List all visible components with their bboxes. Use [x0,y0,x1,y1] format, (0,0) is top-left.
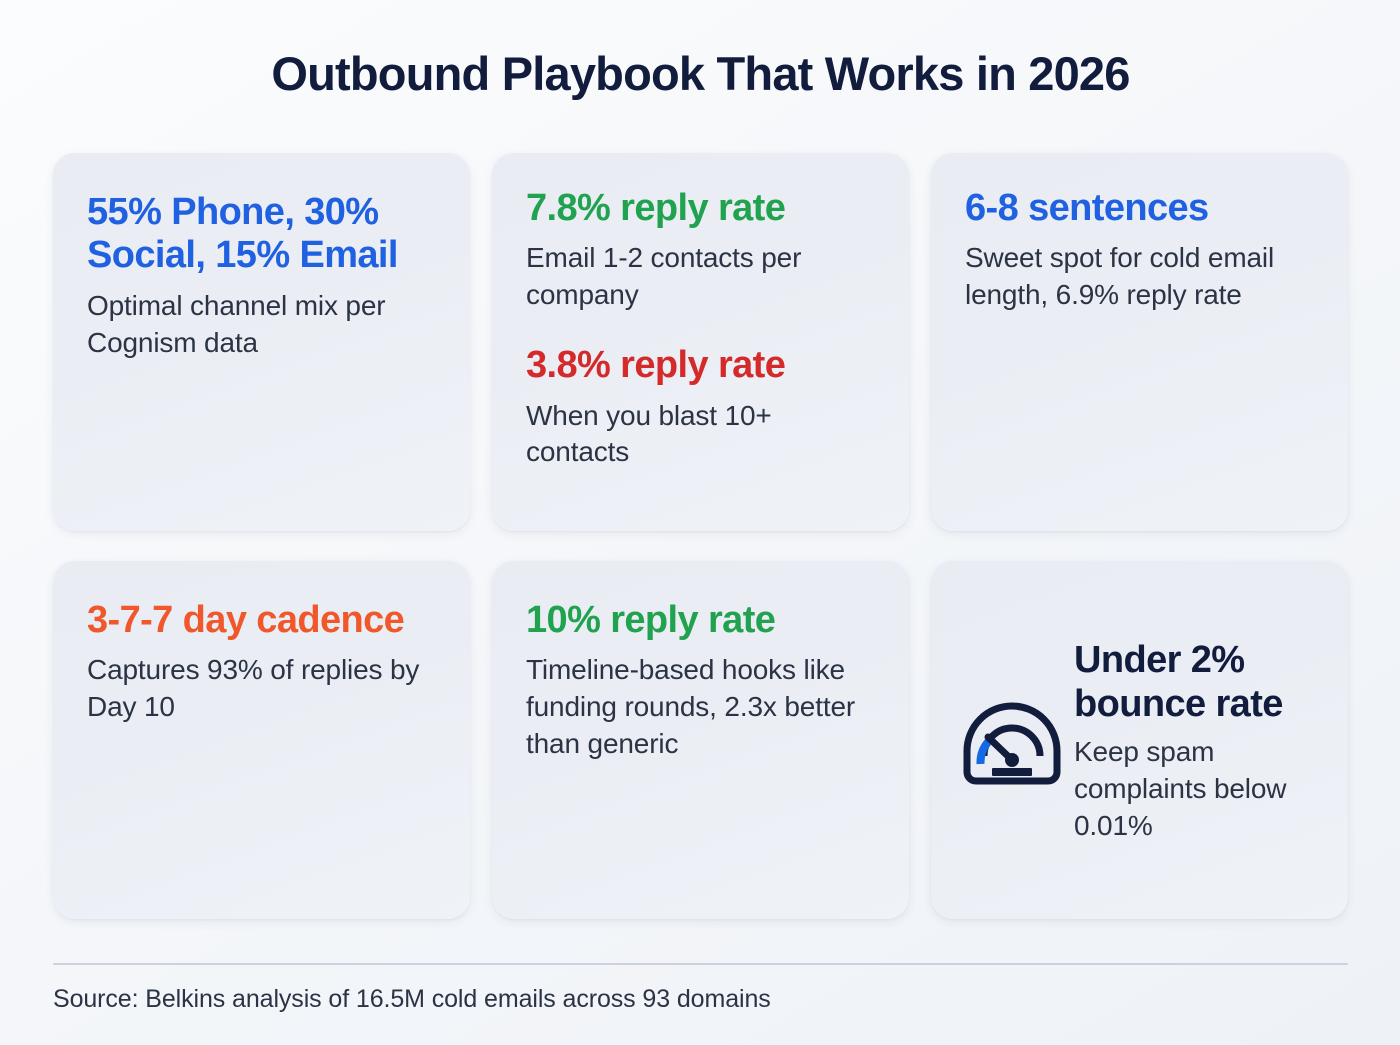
stat-headline: 3-7-7 day cadence [87,599,405,641]
page-title: Outbound Playbook That Works in 2026 [271,47,1130,100]
stat-description: Optimal channel mix per Cognism data [87,289,386,358]
stat-description: Email 1-2 contacts per company [526,242,802,311]
stat-description: Sweet spot for cold email length, 6.9% r… [965,242,1275,311]
stat-block: 10% reply rate Timeline-based hooks like… [526,599,875,763]
stat-headline: 7.8% reply rate [526,187,786,229]
stat-block: 7.8% reply rate Email 1-2 contacts per c… [526,187,875,314]
stat-card-timeline-hooks: 10% reply rate Timeline-based hooks like… [492,561,909,919]
stat-block: 6-8 sentences Sweet spot for cold email … [965,187,1314,314]
stat-block: 55% Phone, 30% Social, 15% Email Optimal… [87,191,436,362]
stat-headline: 3.8% reply rate [526,344,786,387]
stat-headline: 55% Phone, 30% Social, 15% Email [87,191,398,277]
source-note: Source: Belkins analysis of 16.5M cold e… [53,985,771,1013]
footer-divider [53,963,1348,965]
stat-headline: Under 2% bounce rate [1074,639,1283,725]
stat-description: When you blast 10+ contacts [526,399,772,468]
stat-card-channel-mix: 55% Phone, 30% Social, 15% Email Optimal… [53,153,470,531]
stat-description: Keep spam complaints below 0.01% [1074,735,1287,841]
stat-block: Under 2% bounce rate Keep spam complaint… [1074,639,1320,844]
stat-card-grid: 55% Phone, 30% Social, 15% Email Optimal… [53,153,1348,919]
stat-block: 3.8% reply rate When you blast 10+ conta… [526,344,875,471]
stat-card-bounce-rate: Under 2% bounce rate Keep spam complaint… [931,561,1348,919]
stat-card-email-length: 6-8 sentences Sweet spot for cold email … [931,153,1348,531]
stat-card-cadence: 3-7-7 day cadence Captures 93% of replie… [53,561,470,919]
stat-headline: 10% reply rate [526,599,776,641]
stat-description: Captures 93% of replies by Day 10 [87,654,420,723]
stat-description: Timeline-based hooks like funding rounds… [526,654,856,760]
stat-headline: 6-8 sentences [965,187,1209,229]
stat-card-contacts-per-company: 7.8% reply rate Email 1-2 contacts per c… [492,153,909,531]
stat-block: 3-7-7 day cadence Captures 93% of replie… [87,599,436,726]
gauge-icon [956,692,1068,792]
